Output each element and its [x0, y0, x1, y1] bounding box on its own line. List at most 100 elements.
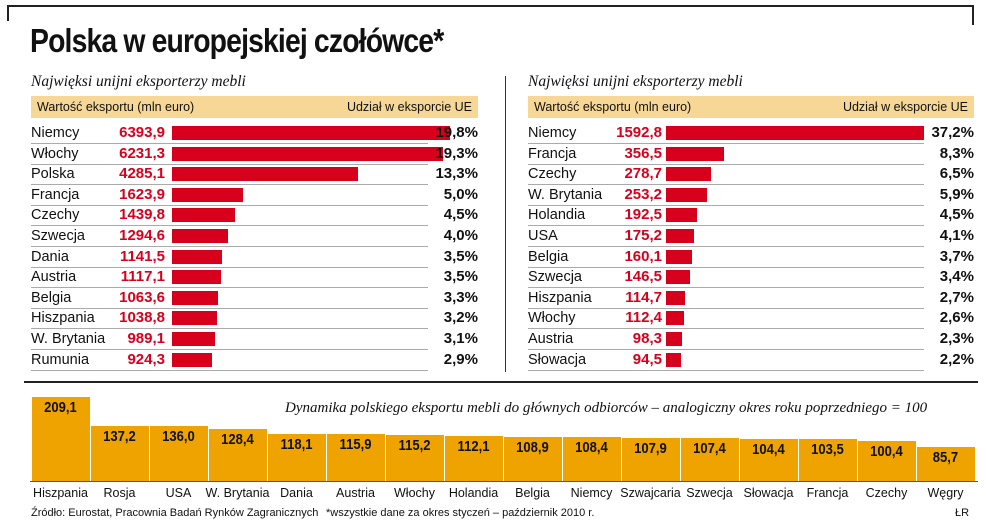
section-divider [24, 381, 978, 383]
dynamics-title: Dynamika polskiego eksportu mebli do głó… [285, 400, 928, 416]
dynamics-category-label: Węgry [927, 486, 964, 500]
dynamics-category-label: Szwecja [686, 486, 733, 500]
row-line [528, 349, 924, 350]
dynamics-category-label: Belgia [515, 486, 550, 500]
value-label: 112,4 [625, 309, 662, 327]
bar [666, 290, 685, 305]
bar [666, 167, 712, 182]
dynamics-category-label: Hiszpania [33, 486, 88, 500]
dynamics-bar [149, 426, 208, 481]
share-label: 37,2% [931, 124, 974, 141]
share-label: 4,1% [939, 227, 974, 244]
dynamics-value-label: 100,4 [870, 443, 903, 460]
dynamics-category-label: Rosja [103, 486, 136, 500]
bar-row: Hiszpania 114,7 2,7% [528, 288, 974, 309]
frame-right-rule [972, 5, 974, 25]
bar-row: Francja 356,5 8,3% [528, 144, 974, 165]
share-label: 5,0% [443, 185, 478, 203]
dynamics-bar [90, 425, 149, 481]
row-line [528, 266, 924, 268]
row-line [31, 143, 428, 144]
panel-divider [505, 76, 506, 372]
dynamics-bar [503, 437, 562, 481]
bar-row: Polska 4285,1 13,3% [31, 164, 478, 186]
value-label: 114,7 [625, 288, 662, 306]
value-label: 4285,1 [119, 165, 165, 183]
dynamics-bar [916, 446, 975, 481]
left-col-share-label: Udział w eksporcie UE [346, 100, 472, 114]
dynamics-bar [857, 440, 916, 481]
category-label: Austria [31, 269, 77, 286]
bar [172, 311, 218, 326]
share-label: 3,2% [443, 309, 478, 327]
bar [172, 352, 213, 367]
bar [666, 187, 707, 202]
value-label: 989,1 [127, 330, 165, 347]
value-label: 6393,9 [119, 124, 165, 141]
bar [666, 126, 924, 140]
left-panel-header: Wartość eksportu (mln euro) Udział w eks… [31, 96, 478, 118]
dynamics-category-label: Austria [336, 486, 375, 500]
value-label: 1294,6 [119, 227, 165, 244]
value-label: 253,2 [624, 185, 662, 203]
value-label: 924,3 [127, 350, 165, 368]
category-label: Niemcy [528, 125, 577, 141]
category-label: Szwecja [528, 269, 582, 286]
dynamics-value-label: 104,4 [752, 442, 785, 459]
row-line [528, 369, 924, 371]
bar [172, 229, 229, 243]
dynamics-category-label: W. Brytania [205, 486, 270, 500]
dynamics-bar [326, 434, 385, 481]
share-label: 2,3% [939, 330, 974, 347]
value-label: 1117,1 [120, 268, 165, 286]
bar [666, 146, 724, 161]
bar-row: Austria 98,3 2,3% [528, 329, 974, 350]
category-label: Włochy [31, 145, 79, 162]
dynamics-bar [208, 429, 267, 481]
category-label: Rumunia [31, 351, 90, 368]
row-line [528, 307, 924, 309]
author-initials: ŁR [955, 507, 970, 519]
category-label: Włochy [528, 310, 576, 327]
category-label: Belgia [31, 289, 72, 306]
value-label: 146,5 [624, 268, 662, 286]
row-line [528, 328, 924, 330]
share-label: 3,4% [939, 268, 974, 286]
dynamics-value-label: 209,1 [44, 400, 77, 416]
dynamics-category-label: Francja [806, 486, 849, 500]
row-line [31, 307, 428, 309]
dynamics-bar [621, 437, 680, 481]
bar [666, 270, 690, 285]
row-line [528, 287, 924, 289]
bar-row: Włochy 6231,3 19,3% [31, 144, 478, 165]
row-line [31, 163, 428, 165]
share-label: 2,2% [939, 350, 974, 368]
bar-row: Czechy 278,7 6,5% [528, 164, 974, 186]
category-label: Hiszpania [31, 310, 95, 327]
category-label: Austria [528, 331, 574, 347]
share-label: 2,9% [443, 350, 478, 368]
bar [172, 249, 222, 264]
value-label: 356,5 [624, 144, 662, 162]
dynamics-category-label: Niemcy [570, 486, 613, 500]
category-label: USA [528, 228, 558, 244]
row-line [31, 225, 428, 227]
row-line [528, 225, 924, 227]
row-line [31, 204, 428, 206]
value-label: 160,1 [624, 247, 662, 265]
share-label: 3,5% [443, 268, 478, 286]
category-label: W. Brytania [528, 186, 603, 203]
bar [172, 146, 443, 161]
value-label: 1141,5 [119, 247, 165, 265]
bar-row: Czechy 1439,8 4,5% [31, 205, 478, 227]
dynamics-bar [267, 433, 326, 481]
dynamics-value-label: 112,1 [457, 438, 490, 455]
dynamics-baseline [30, 481, 978, 482]
bar-row: USA 175,2 4,1% [528, 226, 974, 247]
bar [172, 208, 235, 223]
bar [172, 167, 359, 182]
value-label: 94,5 [632, 350, 662, 368]
dynamics-value-label: 115,2 [398, 437, 431, 454]
dynamics-value-label: 107,4 [693, 440, 726, 457]
source-note: Źródło: Eurostat, Pracownia Badań Rynków… [31, 507, 319, 519]
